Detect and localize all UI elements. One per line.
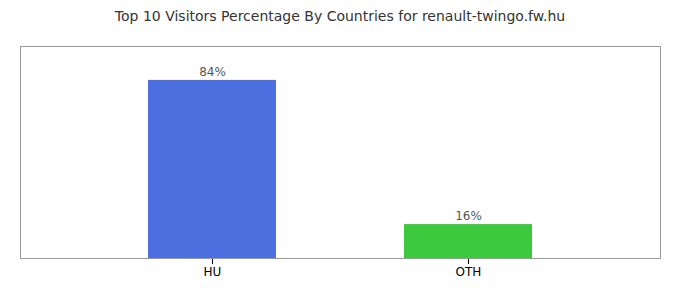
svg-text:HU: HU — [204, 265, 222, 279]
svg-text:84%: 84% — [199, 65, 226, 79]
html-text:Top 10 Visitors Percentage By: Top 10 Visitors Percentage By Countries … — [114, 8, 566, 24]
svg-text:16%: 16% — [455, 209, 482, 223]
svg-text:OTH: OTH — [456, 265, 482, 279]
